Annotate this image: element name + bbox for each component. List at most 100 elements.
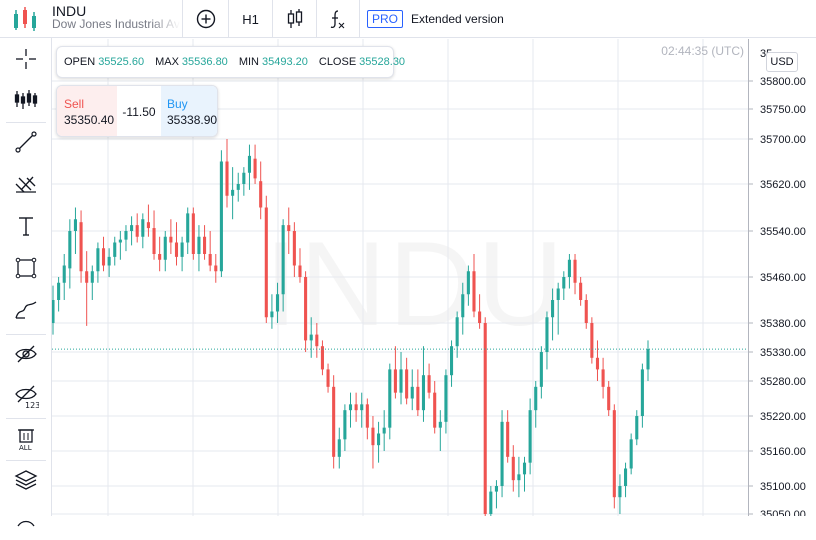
- spread-value: -11.50: [122, 105, 156, 119]
- candle-body: [590, 323, 594, 358]
- candle-body: [455, 317, 459, 347]
- delete-all-icon: ALL: [18, 429, 34, 451]
- candle-body: [522, 462, 527, 475]
- candle-body: [287, 225, 291, 231]
- buy-button[interactable]: Buy 35338.90: [161, 86, 218, 136]
- candle-body: [169, 236, 173, 243]
- crosshair-icon: [16, 49, 36, 69]
- candle-body: [90, 271, 94, 283]
- timeframe-button[interactable]: H1: [228, 0, 272, 38]
- candle-body: [130, 225, 134, 231]
- y-tick-label: 35460.00: [760, 272, 806, 284]
- chart-type-button[interactable]: [272, 0, 316, 38]
- candle-body: [539, 352, 543, 387]
- add-indicator-icon: [196, 9, 215, 29]
- candle-body: [247, 155, 252, 173]
- functions-button[interactable]: [316, 0, 360, 38]
- candle-body: [573, 259, 577, 283]
- candle-body: [399, 369, 403, 393]
- max-value: 35536.80: [181, 56, 228, 68]
- clock: 02:44:35 (UTC): [661, 44, 744, 58]
- y-tick-label: 35100.00: [760, 481, 806, 493]
- candle-body: [281, 225, 285, 295]
- candle-body: [292, 231, 296, 266]
- crosshair-tool[interactable]: [0, 39, 52, 79]
- candle-body: [433, 392, 437, 428]
- brush-icon: [15, 301, 37, 319]
- rectangle-tool[interactable]: [0, 248, 52, 288]
- add-indicator-button[interactable]: [182, 0, 228, 38]
- delete-all-tool[interactable]: ALL: [0, 418, 52, 458]
- candle-body: [551, 300, 555, 318]
- trend-line-tool[interactable]: [0, 122, 52, 162]
- candle-body: [410, 386, 414, 399]
- open-value: 35525.60: [98, 56, 145, 68]
- candle-body: [478, 311, 482, 323]
- candle-body: [360, 404, 364, 411]
- candle-body: [68, 231, 72, 269]
- candle-body: [197, 236, 201, 254]
- candle-body: [483, 323, 487, 514]
- candle-body: [584, 300, 588, 323]
- candle-body: [309, 334, 313, 341]
- candle-body: [472, 271, 476, 312]
- candle-body: [337, 439, 341, 457]
- y-tick-label: 35380.00: [760, 318, 806, 330]
- hide-drawings-tool[interactable]: [0, 334, 52, 374]
- candle-body: [556, 288, 560, 300]
- symbol-name[interactable]: INDU: [52, 3, 87, 19]
- candle-body: [393, 369, 397, 393]
- candle-body: [191, 213, 195, 254]
- candle-body: [231, 189, 235, 196]
- trade-panel: Sell 35350.40 -11.50 Buy 35338.90: [56, 85, 218, 137]
- indicators-tool[interactable]: [0, 79, 52, 119]
- candle-body: [214, 265, 218, 272]
- close-label: CLOSE: [318, 56, 357, 68]
- candle-body: [438, 421, 442, 428]
- candle-body: [332, 386, 336, 457]
- layers-icon: [14, 470, 38, 490]
- more-tools[interactable]: [0, 500, 52, 540]
- candle-body: [494, 486, 498, 492]
- candle-body: [320, 346, 324, 370]
- rectangle-icon: [15, 257, 37, 279]
- candle-body: [52, 300, 55, 323]
- buy-price: 35338.90: [167, 113, 218, 127]
- hide-numbers-tool[interactable]: 123: [0, 376, 52, 416]
- candle-body: [107, 256, 111, 266]
- candle-body: [511, 456, 515, 481]
- price-chart[interactable]: 35800.00 35750.00 35700.00 35620.00 35540.00…: [52, 39, 816, 516]
- sell-button[interactable]: Sell 35350.40: [57, 86, 117, 136]
- candle-body: [416, 386, 420, 411]
- sell-price: 35350.40: [64, 113, 115, 127]
- candle-body: [275, 294, 280, 312]
- candle-body: [562, 277, 566, 289]
- min-value: 35493.20: [261, 56, 308, 68]
- candle-body: [629, 439, 633, 469]
- currency-button[interactable]: USD: [766, 52, 798, 72]
- candle-body: [388, 369, 392, 428]
- candle-body: [118, 239, 122, 243]
- extended-version-button[interactable]: PRO Extended version: [361, 0, 521, 38]
- app-logo-icon: [14, 7, 36, 31]
- candle-body: [595, 357, 600, 370]
- layers-tool[interactable]: [0, 460, 52, 500]
- candle-body: [270, 311, 274, 318]
- candle-body: [135, 225, 139, 237]
- y-tick-label: 35160.00: [760, 446, 806, 458]
- text-tool[interactable]: [0, 206, 52, 246]
- candle-body: [618, 486, 622, 498]
- candle-body: [567, 259, 571, 277]
- symbol-description: Dow Jones Industrial Average: [52, 17, 180, 31]
- candle-body: [180, 242, 184, 257]
- brush-tool[interactable]: [0, 290, 52, 330]
- candle-body: [174, 242, 179, 257]
- trend-line-icon: [15, 131, 37, 153]
- indicators-icon: [14, 90, 38, 109]
- max-label: MAX: [155, 56, 179, 68]
- candle-body: [186, 213, 190, 243]
- pitchfork-tool[interactable]: [0, 164, 52, 204]
- candle-body: [253, 158, 257, 179]
- candle-body: [163, 236, 167, 260]
- candle-body: [315, 334, 319, 347]
